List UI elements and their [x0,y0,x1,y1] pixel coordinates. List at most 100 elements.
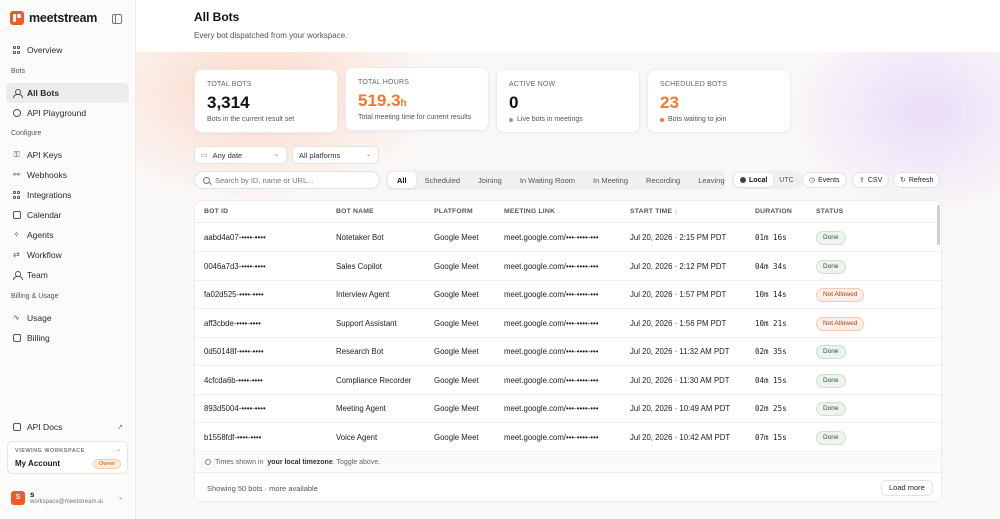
status-badge: Done [816,231,846,245]
globe-icon [740,177,746,183]
table-footer: Showing 50 bots · more available Load mo… [195,472,941,501]
bot-name-cell: Interview Agent [336,290,390,299]
bot-name-cell: Voice Agent [336,432,378,442]
sidebar-item-webhooks[interactable]: ⚯ Webhooks [6,165,129,185]
chevron-updown-icon[interactable]: ⌄ [118,495,124,501]
calendar-icon [12,211,21,220]
refresh-button[interactable]: ↻ Refresh [893,172,941,188]
load-more-button[interactable]: Load more [881,480,933,496]
column-status[interactable]: STATUS [816,208,844,215]
card-icon [12,334,21,343]
sidebar-item-overview[interactable]: Overview [6,40,129,60]
stat-card-total-hours: TOTAL HOURS 519.3h Total meeting time fo… [345,67,489,131]
column-meeting-link[interactable]: MEETING LINK [504,208,556,215]
stat-card-scheduled: SCHEDULED BOTS 23 Bots waiting to join [647,69,791,133]
platform-cell: Google Meet [434,404,479,413]
sidebar-item-label: Integrations [27,190,72,200]
bot-name-cell: Research Bot [336,347,384,356]
start-time-cell: Jul 20, 2026 · 10:49 AM PDT [630,404,731,413]
sidebar-item-api-playground[interactable]: API Playground [6,103,129,123]
bot-name-cell: Compliance Recorder [336,375,412,385]
duration-cell: 01m 16s [755,233,787,242]
brand-name: meetstream [29,11,98,25]
table-row[interactable]: fa02d525-••••-•••• Interview Agent Google … [195,281,941,309]
main-content: All Bots Every bot dispatched from your … [136,0,1000,519]
chevron-down-icon: ⌄ [365,152,371,158]
table-row[interactable]: aff3cbde-••••-•••• Support Assistant Googl… [195,310,941,338]
table-row[interactable]: 0d50148f-••••-•••• Research Bot Google Mee… [195,338,941,366]
bot-id-cell: aabd4a07-••••-•••• [204,233,266,242]
tab-joining[interactable]: Joining [478,175,502,185]
table-scrollbar[interactable] [937,205,940,245]
sidebar-item-label: All Bots [27,88,60,98]
sidebar-item-label: Agents [27,230,54,240]
sidebar-item-billing[interactable]: Billing [6,328,129,348]
column-duration[interactable]: DURATION [755,208,792,215]
status-dot-icon [660,117,664,122]
events-button[interactable]: ◷ Events [802,172,847,188]
brand[interactable]: meetstream [10,11,97,25]
tab-scheduled[interactable]: Scheduled [424,175,461,185]
search-input[interactable] [215,175,365,185]
table-row[interactable]: 0046a7d3-••••-•••• Sales Copilot Google Me… [195,253,941,281]
platform-cell: Google Meet [434,347,479,356]
sidebar-item-calendar[interactable]: Calendar [6,205,129,225]
stat-desc: Bots in the current result set [207,116,295,123]
sidebar-item-agents[interactable]: ✧ Agents [6,225,129,245]
tab-in-waiting-room[interactable]: In Waiting Room [519,175,575,185]
table-row[interactable]: aabd4a07-••••-•••• Notetaker Bot Google Me… [195,224,941,252]
tab-recording[interactable]: Recording [646,175,681,185]
sidebar-item-api-keys[interactable]: ⚿ API Keys [6,145,129,165]
table-row[interactable]: 4cfcda6b-••••-•••• Compliance Recorder Goo… [195,367,941,395]
user-email: workspace@meetstream.ai [30,499,103,505]
start-time-cell: Jul 20, 2026 · 1:56 PM PDT [630,318,727,328]
column-start-time[interactable]: START TIME ↓ [630,208,678,215]
sidebar-item-label: Webhooks [27,170,68,180]
stat-card-total-bots: TOTAL BOTS 3,314 Bots in the current res… [194,69,338,133]
team-icon [12,271,23,280]
tab-in-meeting[interactable]: In Meeting [593,175,629,185]
table-row[interactable]: b1558fdf-••••-•••• Voice Agent Google Meet… [195,424,941,452]
column-bot-id[interactable]: BOT ID [204,208,229,215]
meeting-link-cell: meet.google.com/•••-••••-••• [504,375,599,385]
bot-name-cell: Sales Copilot [336,261,382,271]
platform-cell: Google Meet [434,375,479,385]
stat-label: SCHEDULED BOTS [660,81,727,88]
table-row[interactable]: 893d5004-••••-•••• Meeting Agent Google Me… [195,395,941,423]
sidebar-item-workflow[interactable]: ⇄ Workflow [6,245,129,265]
date-filter[interactable]: ▭ Any date ⌄ [194,146,287,164]
sidebar-item-all-bots[interactable]: All Bots [6,83,129,103]
status-badge: Done [816,430,846,445]
bot-id-cell: 893d5004-••••-•••• [204,404,266,413]
sidebar: meetstream Overview Bots All Bots API Pl… [0,0,136,519]
sidebar-item-usage[interactable]: ∿ Usage [6,308,129,328]
tab-all[interactable]: All [388,172,416,188]
platform-cell: Google Meet [434,261,479,271]
sidebar-item-integrations[interactable]: Integrations [6,185,129,205]
stat-value: 23 [660,93,679,112]
meeting-link-cell: meet.google.com/•••-••••-••• [504,233,599,242]
sidebar-item-api-docs[interactable]: API Docs ↗ [6,419,129,435]
csv-button[interactable]: ⇪ CSV [852,172,890,188]
stat-card-active-now: ACTIVE NOW 0 Live bots in meetings [496,69,640,133]
tab-leaving[interactable]: Leaving [698,175,725,185]
user-menu[interactable]: S s workspace@meetstream.ai [11,490,103,505]
sidebar-toggle-icon[interactable] [112,14,122,24]
play-icon [12,109,21,118]
tz-local-option[interactable]: Local [734,173,774,187]
status-badge: Done [816,373,846,388]
search-field[interactable] [194,171,380,189]
meeting-link-cell: meet.google.com/•••-••••-••• [504,432,599,442]
duration-cell: 04m 34s [755,261,787,271]
tz-utc-option[interactable]: UTC [779,176,794,184]
duration-cell: 04m 15s [755,375,787,385]
sidebar-item-team[interactable]: Team [6,265,129,285]
clock-icon: ◷ [809,177,816,184]
column-bot-name[interactable]: BOT NAME [336,208,374,215]
column-platform[interactable]: PLATFORM [434,208,473,215]
duration-cell: 10m 14s [755,290,787,299]
timezone-toggle: Local UTC [732,171,802,189]
docs-icon [12,423,21,432]
workspace-switcher[interactable]: VIEWING WORKSPACE My Account Owner ⌄ [7,441,128,474]
platform-filter[interactable]: All platforms ⌄ [292,146,379,164]
